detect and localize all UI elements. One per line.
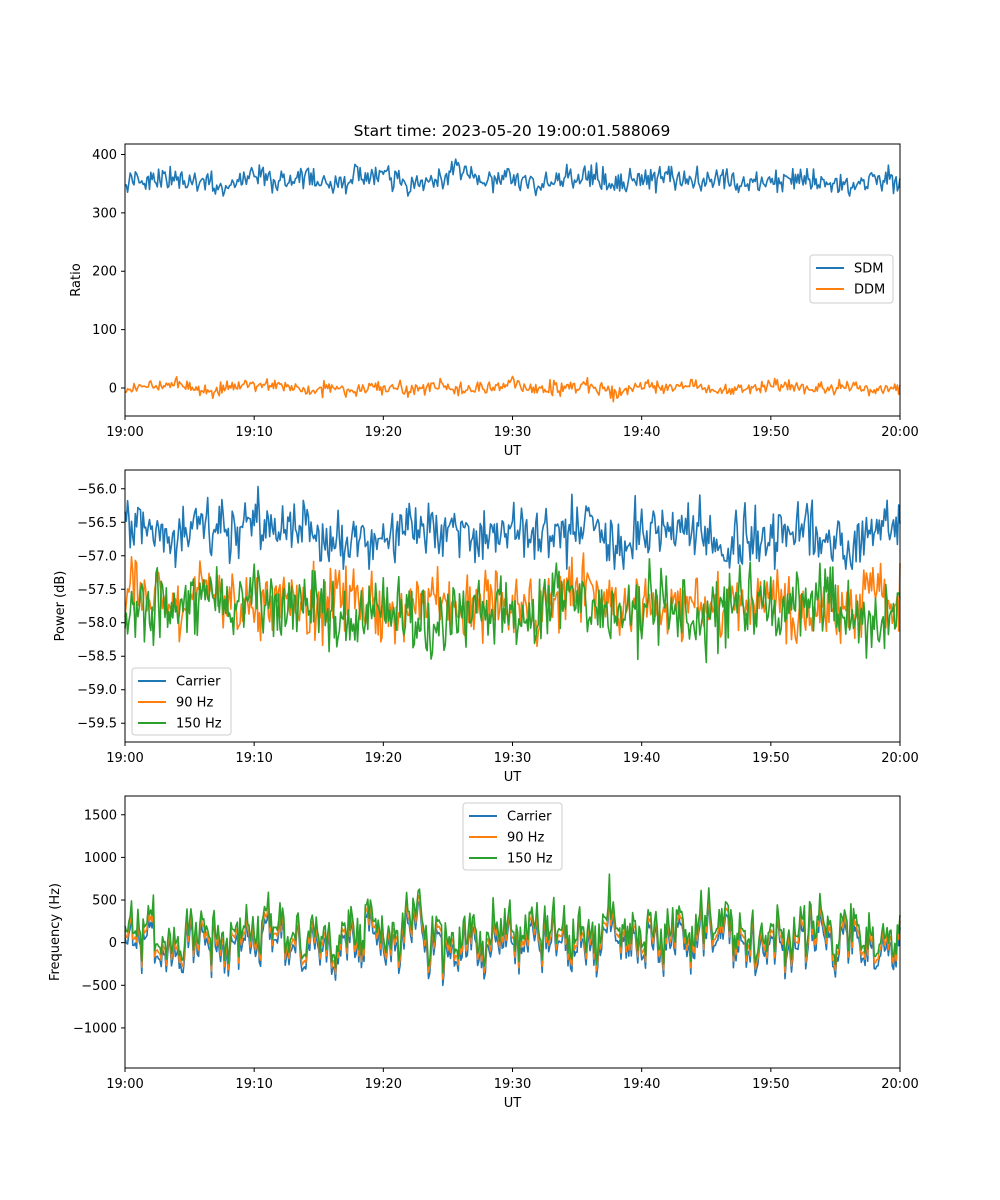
legend-entry: 150 Hz xyxy=(507,852,553,867)
legend: Carrier 90 Hz 150 Hz xyxy=(462,802,563,871)
x-tick-label: 20:00 xyxy=(881,425,918,440)
panel-2: 19:00 19:10 19:20 19:30 19:40 19:50 20:00 UT −56… xyxy=(53,469,919,785)
x-tick-label: 19:10 xyxy=(235,1077,272,1092)
legend-entry: DDM xyxy=(854,283,885,298)
x-tick-label: 19:50 xyxy=(752,425,789,440)
y-tick-label: 400 xyxy=(92,148,117,163)
figure-title: Start time: 2023-05-20 19:00:01.588069 xyxy=(354,122,671,140)
x-tick-label: 19:20 xyxy=(365,751,402,766)
y-tick-label: −56.0 xyxy=(77,482,117,497)
x-tick-label: 20:00 xyxy=(881,1077,918,1092)
y-axis-label: Frequency (Hz) xyxy=(48,883,63,981)
y-tick-label: 0 xyxy=(109,936,117,951)
x-tick-label: 19:20 xyxy=(365,425,402,440)
series-line-150-hz xyxy=(124,873,901,974)
legend-entry: Carrier xyxy=(176,675,221,690)
x-tick-label: 20:00 xyxy=(881,751,918,766)
legend-entry: Carrier xyxy=(507,810,552,825)
x-tick-label: 19:00 xyxy=(106,751,143,766)
x-tick-label: 19:00 xyxy=(106,1077,143,1092)
legend: Carrier 90 Hz 150 Hz xyxy=(131,667,232,736)
x-tick-label: 19:20 xyxy=(365,1077,402,1092)
series-line-sdm xyxy=(124,158,901,197)
y-tick-label: −58.5 xyxy=(77,650,117,665)
y-tick-label: 300 xyxy=(92,206,117,221)
series-line-carrier xyxy=(124,885,901,987)
y-tick-label: 1500 xyxy=(84,808,117,823)
y-tick-label: 0 xyxy=(109,381,117,396)
x-axis-label: UT xyxy=(504,444,522,459)
legend-box xyxy=(462,802,563,871)
legend-entry: 90 Hz xyxy=(176,696,213,711)
panel-3: 19:00 19:10 19:20 19:30 19:40 19:50 20:00 UT −10… xyxy=(48,795,919,1111)
series-line-90-hz xyxy=(124,879,901,980)
y-tick-label: −59.5 xyxy=(77,717,117,732)
x-tick-label: 19:50 xyxy=(752,1077,789,1092)
y-tick-label: −500 xyxy=(81,979,117,994)
series-line-150-hz xyxy=(124,558,901,664)
series-line-carrier xyxy=(124,485,901,570)
y-axis-label: Ratio xyxy=(69,263,84,296)
y-tick-label: 100 xyxy=(92,323,117,338)
panels: 19:00 19:10 19:20 19:30 19:40 19:50 20:00 UT 0 10… xyxy=(48,143,919,1111)
y-tick-label: 500 xyxy=(92,894,117,909)
x-axis-label: UT xyxy=(504,770,522,785)
legend-box xyxy=(131,667,232,736)
x-tick-label: 19:30 xyxy=(494,751,531,766)
panel-1: 19:00 19:10 19:20 19:30 19:40 19:50 20:00 UT 0 10… xyxy=(69,143,919,459)
x-tick-label: 19:10 xyxy=(235,751,272,766)
legend: SDM DDM xyxy=(809,254,894,304)
x-tick-label: 19:40 xyxy=(623,425,660,440)
x-tick-label: 19:10 xyxy=(235,425,272,440)
x-tick-label: 19:40 xyxy=(623,1077,660,1092)
legend-entry: SDM xyxy=(854,262,883,277)
legend-entry: 90 Hz xyxy=(507,831,544,846)
y-axis-label: Power (dB) xyxy=(53,571,68,642)
x-tick-label: 19:40 xyxy=(623,751,660,766)
x-axis-label: UT xyxy=(504,1096,522,1111)
y-tick-label: −59.0 xyxy=(77,683,117,698)
x-tick-label: 19:00 xyxy=(106,425,143,440)
y-tick-label: −58.0 xyxy=(77,616,117,631)
y-tick-label: −1000 xyxy=(73,1021,117,1036)
y-tick-label: −57.5 xyxy=(77,583,117,598)
x-tick-label: 19:30 xyxy=(494,425,531,440)
x-tick-label: 19:50 xyxy=(752,751,789,766)
x-tick-label: 19:30 xyxy=(494,1077,531,1092)
y-tick-label: −57.0 xyxy=(77,549,117,564)
y-tick-label: 1000 xyxy=(84,851,117,866)
y-tick-label: −56.5 xyxy=(77,516,117,531)
series-line-ddm xyxy=(124,375,901,403)
legend-entry: 150 Hz xyxy=(176,717,222,732)
y-tick-label: 200 xyxy=(92,265,117,280)
